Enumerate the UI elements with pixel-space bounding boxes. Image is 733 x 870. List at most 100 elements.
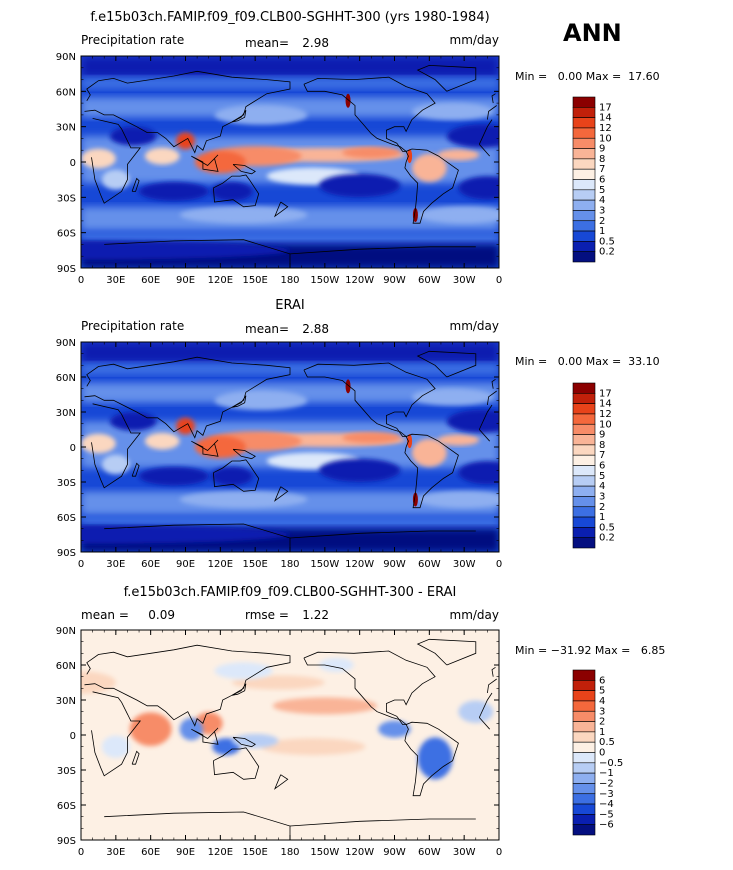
x-tick-label: 90E	[176, 847, 195, 858]
coastline	[479, 717, 490, 730]
colorbar-swatch	[572, 382, 596, 394]
colorbar-swatch	[572, 516, 596, 528]
x-tick-label: 150W	[310, 275, 339, 286]
x-tick-label: 180	[280, 559, 299, 570]
coastline	[289, 246, 476, 255]
coastline	[487, 678, 497, 694]
coastline	[491, 378, 496, 389]
colorbar-swatch	[572, 251, 596, 263]
colorbar-swatch	[572, 710, 596, 722]
y-tick-label: 90N	[56, 52, 76, 63]
colorbar-label: 2	[599, 216, 605, 227]
colorbar-label: 14	[599, 113, 612, 124]
x-tick-label: 30W	[453, 559, 476, 570]
colorbar-swatch	[572, 506, 596, 518]
coastline	[131, 462, 140, 477]
colorbar-label: 2	[599, 502, 605, 513]
coastline	[191, 727, 219, 745]
colorbar-label: −2	[599, 778, 614, 789]
colorbar-label: −5	[599, 809, 614, 820]
colorbar-label: 3	[599, 205, 605, 216]
colorbar-label: 3	[599, 491, 605, 502]
panel-3: f.e15b03ch.FAMIP.f09_f09.CLB00-SGHHT-300…	[56, 585, 666, 858]
x-tick-label: 180	[280, 847, 299, 858]
coastline	[131, 177, 140, 192]
y-tick-label: 90S	[57, 548, 76, 559]
colorbar-label: 17	[599, 388, 612, 399]
colorbar-label: −6	[599, 820, 614, 831]
coastline	[273, 486, 289, 502]
colorbar-label: 9	[599, 144, 605, 155]
colorbar-swatch	[572, 117, 596, 129]
units-label: mm/day	[450, 608, 500, 622]
y-tick-label: 90N	[56, 338, 76, 349]
colorbar-swatch	[572, 793, 596, 805]
colorbar-label: 1	[599, 727, 605, 738]
y-tick-label: 60N	[56, 87, 76, 98]
coastline	[478, 404, 493, 430]
colorbar-swatch	[572, 690, 596, 702]
colorbar-swatch	[572, 210, 596, 222]
coastline	[303, 362, 436, 437]
left-label: Precipitation rate	[81, 33, 184, 47]
coastline	[416, 350, 477, 378]
colorbar-label: 6	[599, 461, 605, 472]
coastline	[487, 390, 497, 406]
y-tick-label: 0	[70, 731, 76, 742]
colorbar-label: 1	[599, 512, 605, 523]
colorbar-swatch	[572, 680, 596, 691]
map-area: 0 30E 60E 90E 120E 150E 180 150W 120W 90W 60W 30W 09…	[56, 52, 502, 286]
x-tick-label: 120W	[345, 275, 374, 286]
x-tick-label: 90W	[383, 847, 406, 858]
colorbar-swatch	[572, 189, 596, 201]
coastline	[289, 530, 476, 539]
colorbar-swatch	[572, 465, 596, 477]
colorbar-swatch	[572, 434, 596, 446]
season-label: ANN	[563, 19, 622, 47]
colorbar-label: −1	[599, 768, 614, 779]
coastline	[273, 201, 289, 218]
colorbar-label: 0.5	[599, 236, 615, 247]
x-tick-label: 0	[78, 847, 84, 858]
x-tick-label: 30E	[106, 275, 125, 286]
coastline	[213, 459, 260, 492]
coastline	[416, 638, 477, 666]
panel-title: f.e15b03ch.FAMIP.f09_f09.CLB00-SGHHT-300…	[124, 585, 457, 600]
mean-value: 2.88	[302, 322, 329, 336]
coastline	[131, 750, 140, 765]
coastline	[232, 164, 256, 175]
coastline	[191, 439, 219, 457]
colorbar-label: 2	[599, 717, 605, 728]
colorbar-swatch	[572, 423, 596, 435]
y-tick-label: 0	[70, 158, 76, 169]
precip-field	[81, 342, 499, 552]
coastline	[191, 154, 219, 172]
x-tick-label: 150W	[310, 847, 339, 858]
colorbar-swatch	[572, 669, 596, 681]
colorbar-swatch	[572, 700, 596, 712]
x-tick-label: 0	[78, 559, 84, 570]
coastline	[491, 93, 496, 104]
rmse-label: rmse =	[245, 608, 289, 622]
coastline	[478, 144, 491, 157]
y-tick-label: 60S	[57, 801, 76, 812]
y-tick-label: 60S	[57, 229, 76, 240]
y-tick-label: 30S	[57, 193, 76, 204]
units-label: mm/day	[450, 319, 500, 333]
colorbar-label: 14	[599, 399, 612, 410]
mean-value: 0.09	[148, 608, 175, 622]
colorbar-label: 3	[599, 706, 605, 717]
colorbar-label: 1	[599, 226, 605, 237]
coastline	[404, 148, 459, 224]
x-tick-label: 30E	[106, 559, 125, 570]
colorbar-swatch	[572, 496, 596, 508]
colorbar-label: −4	[599, 799, 614, 810]
x-tick-label: 0	[496, 847, 502, 858]
colorbar-swatch	[572, 403, 596, 415]
x-tick-label: 30E	[106, 847, 125, 858]
coastline	[91, 691, 142, 777]
colorbar-swatch	[572, 803, 596, 815]
mean-label: mean =	[81, 608, 129, 622]
